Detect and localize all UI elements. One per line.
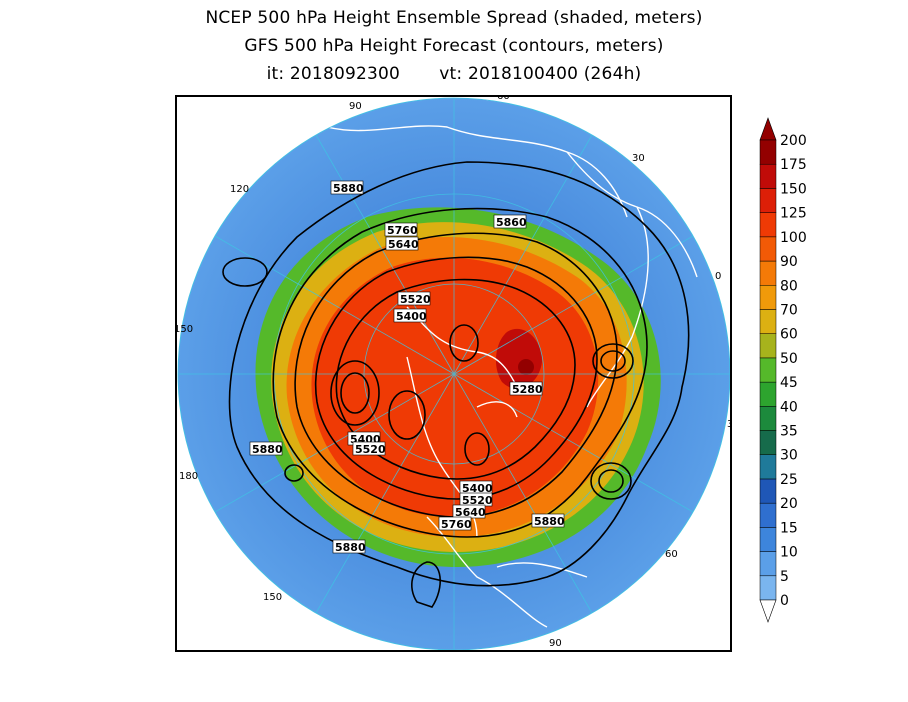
longitude-labels: 60 30 0 30 60 90 120 150 180 150 120 90: [177, 97, 730, 649]
map-frame: 60 30 0 30 60 90 120 150 180 150 120 90 …: [175, 95, 732, 652]
colorbar-bottom-arrow: [759, 599, 777, 623]
colorbar-level-label: 35: [780, 424, 798, 440]
contour-label: 5520: [459, 492, 493, 507]
polar-stereographic-map: 60 30 0 30 60 90 120 150 180 150 120 90 …: [177, 97, 730, 650]
svg-text:5760: 5760: [441, 518, 472, 531]
colorbar-level-label: 30: [780, 448, 798, 464]
contour-label: 5760: [384, 222, 418, 237]
colorbar-swatch: [759, 502, 777, 528]
lon-label: 90: [549, 638, 562, 649]
colorbar-swatch: [759, 212, 777, 238]
colorbar-level-label: 100: [780, 230, 807, 246]
colorbar-level-label: 45: [780, 375, 798, 391]
colorbar-swatch: [759, 454, 777, 480]
colorbar-level-label: 125: [780, 206, 807, 222]
colorbar-swatch: [759, 575, 777, 601]
title-line-3: it: 2018092300 vt: 2018100400 (264h): [266, 64, 642, 84]
height-contours: [222, 161, 690, 608]
colorbar-level-label: 50: [780, 351, 798, 367]
contour-label: 5640: [385, 236, 419, 251]
colorbar-level-label: 40: [780, 399, 798, 415]
colorbar-swatch: [759, 357, 777, 383]
contour-label: 5880: [531, 513, 565, 528]
lon-label: 60: [665, 549, 678, 560]
spread-shading-peak: [518, 359, 534, 375]
svg-text:5880: 5880: [333, 182, 364, 195]
svg-text:5640: 5640: [388, 238, 419, 251]
lon-label: 180: [179, 471, 198, 482]
svg-text:5400: 5400: [396, 310, 427, 323]
contour-label: 5400: [459, 480, 493, 495]
svg-text:5880: 5880: [534, 515, 565, 528]
contour-label: 5880: [249, 441, 283, 456]
lon-label: 30: [632, 153, 645, 164]
lon-label: 60: [497, 97, 510, 102]
map-disc-edge: [177, 97, 730, 650]
contour-label: 5640: [452, 504, 486, 519]
colorbar-swatch: [759, 381, 777, 407]
colorbar-swatch: [759, 333, 777, 359]
colorbar-level-label: 175: [780, 157, 807, 173]
colorbar-swatch: [759, 163, 777, 189]
contour-label: 5760: [438, 516, 472, 531]
contour-label: 5880: [330, 180, 364, 195]
colorbar-top-arrow: [759, 117, 777, 141]
title-line-2: GFS 500 hPa Height Forecast (contours, m…: [244, 36, 664, 56]
colorbar-level-label: 70: [780, 302, 798, 318]
svg-text:5520: 5520: [400, 293, 431, 306]
svg-text:5520: 5520: [355, 443, 386, 456]
colorbar-swatch: [759, 139, 777, 165]
colorbar-swatch: [759, 188, 777, 213]
contour-label: 5880: [332, 539, 366, 554]
colorbar-level-label: 200: [780, 133, 807, 149]
colorbar-swatch: [759, 285, 777, 310]
title-line-1: NCEP 500 hPa Height Ensemble Spread (sha…: [205, 8, 703, 28]
colorbar-level-label: 150: [780, 181, 807, 197]
colorbar-level-label: 25: [780, 472, 798, 488]
svg-text:5860: 5860: [496, 216, 527, 229]
colorbar-level-label: 80: [780, 278, 798, 294]
contour-label: 5400: [393, 308, 427, 323]
colorbar-swatch: [759, 551, 777, 577]
lon-label: 150: [263, 592, 282, 603]
colorbar-level-label: 20: [780, 496, 798, 512]
contour-label: 5520: [397, 291, 431, 306]
colorbar-level-label: 15: [780, 520, 798, 536]
lon-label: 0: [715, 271, 721, 282]
lon-label: 30: [727, 419, 730, 430]
colorbar-swatch: [759, 260, 777, 286]
colorbar-swatch: [759, 527, 777, 552]
colorbar-level-label: 90: [780, 254, 798, 270]
colorbar-level-label: 5: [780, 569, 789, 585]
contour-label: 5520: [352, 441, 386, 456]
lon-label: 150: [177, 324, 193, 335]
colorbar-level-label: 10: [780, 545, 798, 561]
lon-label: 120: [230, 184, 249, 195]
colorbar-level-label: 60: [780, 327, 798, 343]
lon-label: 90: [349, 101, 362, 112]
svg-text:5400: 5400: [462, 482, 493, 495]
colorbar-swatch: [759, 236, 777, 262]
svg-text:5280: 5280: [512, 383, 543, 396]
colorbar-swatch: [759, 406, 777, 431]
svg-text:5640: 5640: [455, 506, 486, 519]
colorbar-swatch: [759, 478, 777, 504]
svg-text:5760: 5760: [387, 224, 418, 237]
contour-label: 5860: [493, 214, 527, 229]
svg-text:5880: 5880: [252, 443, 283, 456]
colorbar-swatch: [759, 309, 777, 334]
svg-text:5880: 5880: [335, 541, 366, 554]
colorbar-swatch: [759, 430, 777, 455]
contour-label: 5280: [509, 381, 543, 396]
svg-text:5520: 5520: [462, 494, 493, 507]
colorbar-level-label: 0: [780, 593, 789, 609]
contour-labels: 5880 5760 5640 5520 5400 5860 5280 5400 …: [249, 180, 565, 554]
